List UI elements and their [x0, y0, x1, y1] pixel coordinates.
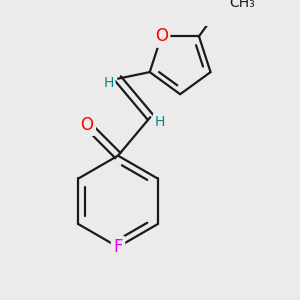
- Text: H: H: [104, 76, 114, 90]
- Text: O: O: [80, 116, 94, 134]
- Text: CH₃: CH₃: [229, 0, 255, 11]
- Text: F: F: [113, 238, 123, 256]
- Text: H: H: [154, 115, 165, 129]
- Text: O: O: [155, 27, 168, 45]
